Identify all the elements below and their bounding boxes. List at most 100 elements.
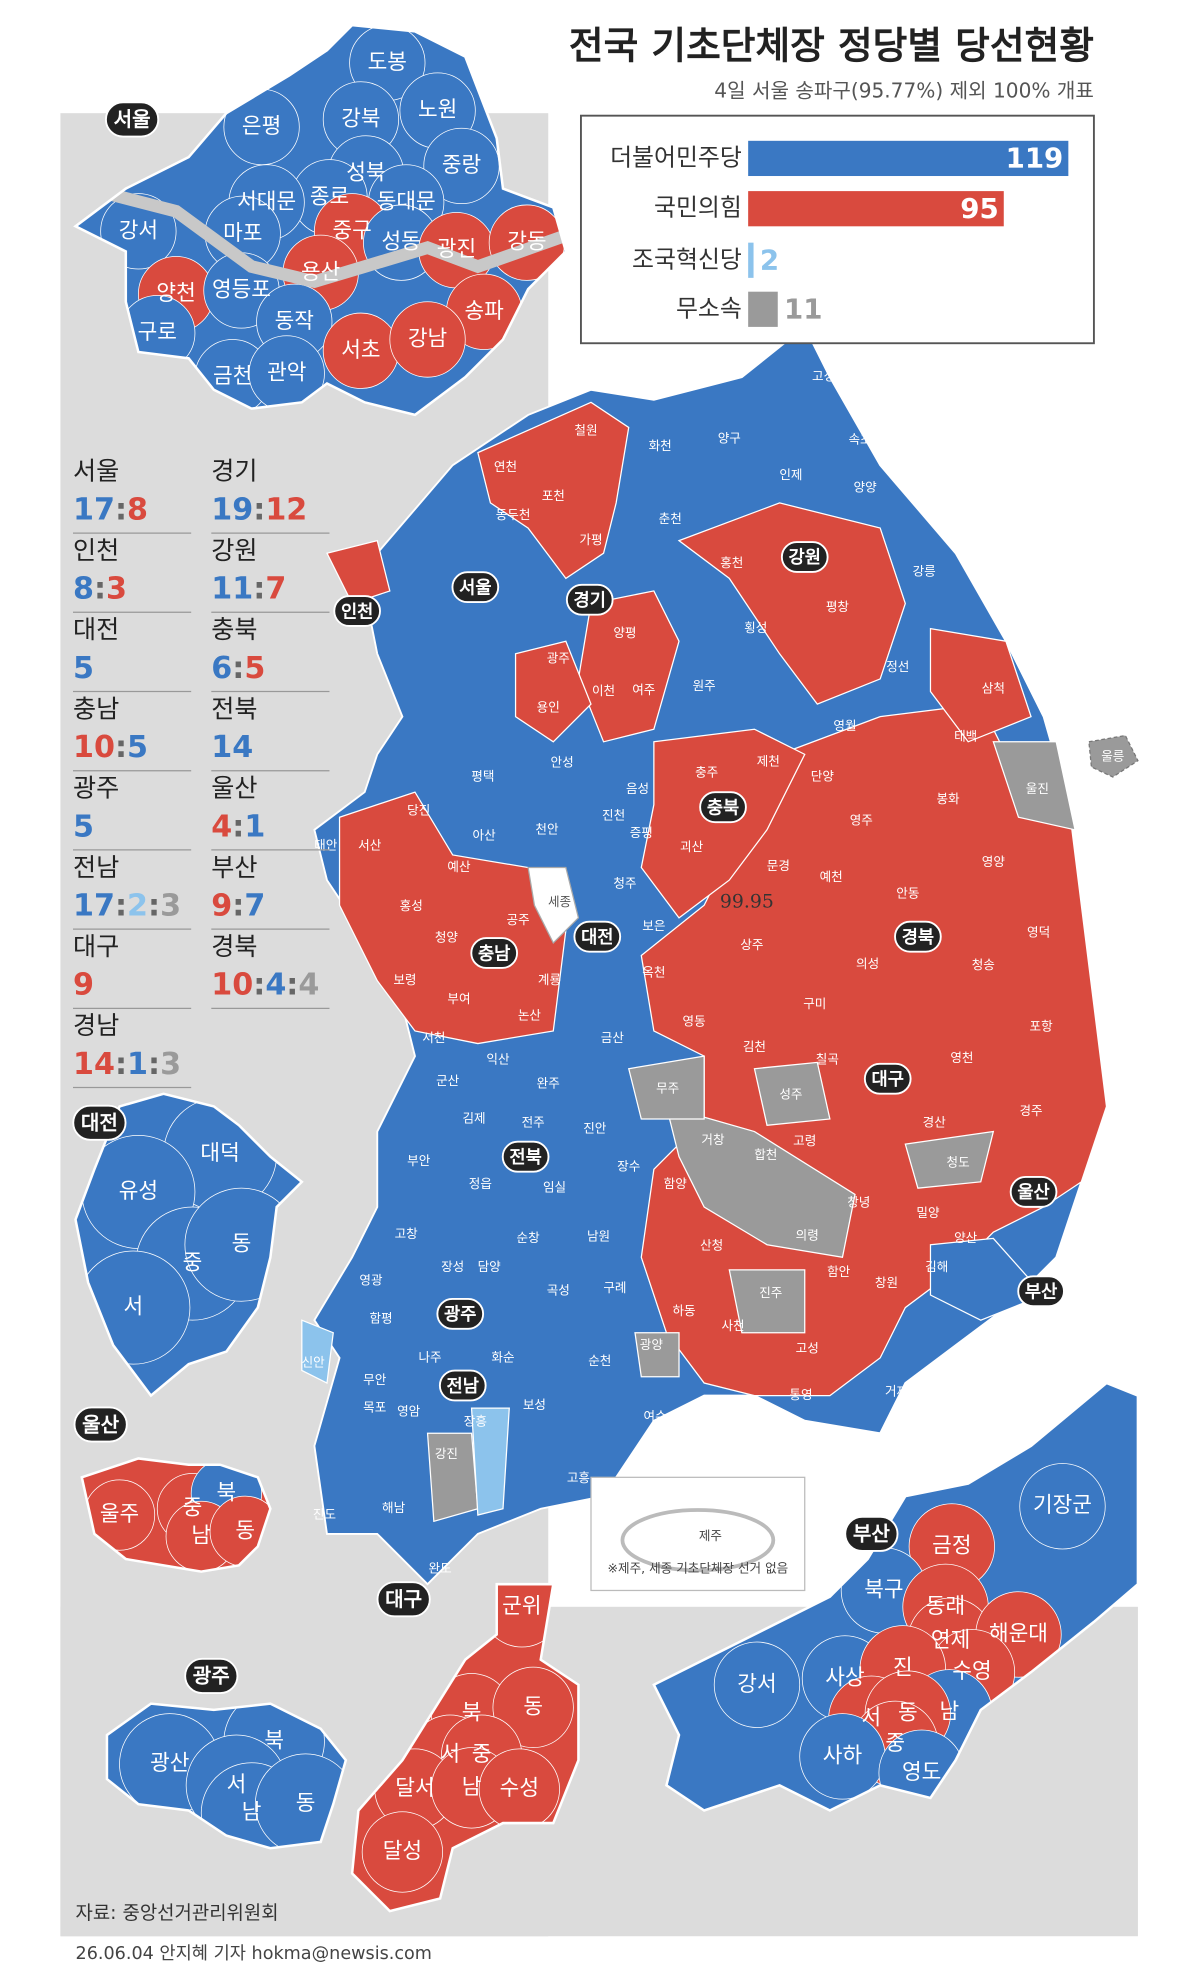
- district-label: 고창: [395, 1226, 419, 1241]
- district-label: 보은: [642, 918, 665, 933]
- tally-separator: :: [253, 967, 265, 1002]
- district-label: 원주: [693, 678, 716, 693]
- region-badge-label: 전북: [509, 1148, 541, 1168]
- district-label: 구로: [138, 320, 177, 345]
- district-label: 북: [264, 1728, 284, 1753]
- region-badge-label: 경북: [902, 928, 934, 948]
- district-label: 중랑: [442, 153, 481, 178]
- district-label: 김제: [463, 1110, 486, 1125]
- region-badge: [573, 920, 622, 953]
- district-label: 수성: [500, 1776, 539, 1801]
- region-badge: [863, 1062, 912, 1095]
- district-label: 은평: [242, 114, 281, 139]
- tally-count: 7: [265, 571, 286, 606]
- tally-region: 울산: [211, 774, 257, 803]
- region-badge: [780, 541, 829, 573]
- district-label: 금정: [932, 1533, 971, 1558]
- tally-count: 8: [127, 492, 148, 527]
- area: [514, 640, 592, 743]
- district-label: 상주: [740, 937, 763, 952]
- region-badge: [501, 1140, 550, 1173]
- district-label: 관악: [267, 360, 306, 385]
- district-label: 무안: [363, 1372, 387, 1387]
- tally-count: 6: [211, 650, 232, 685]
- tally-count: 9: [211, 888, 232, 923]
- district-label: 완주: [537, 1075, 560, 1090]
- district-label: 강동: [507, 230, 546, 255]
- inset-districts: [361, 1584, 574, 1893]
- district-label: 마포: [223, 221, 262, 246]
- tally-count: 2: [127, 888, 148, 923]
- tally-count: 3: [160, 888, 181, 923]
- bar: [748, 140, 1069, 177]
- area: [728, 1269, 806, 1334]
- district-area: [492, 1666, 574, 1749]
- tally-count: 5: [73, 809, 94, 844]
- district-label: 서: [124, 1295, 144, 1320]
- district-label: 양양: [854, 479, 878, 494]
- district-label: 경산: [923, 1114, 947, 1129]
- tally-count: 14: [73, 1046, 115, 1081]
- region-badge-label: 부산: [1025, 1282, 1057, 1302]
- tally-counts: 19:12: [211, 492, 307, 527]
- district-label: 진안: [583, 1121, 607, 1136]
- district-label: 해남: [382, 1500, 406, 1515]
- district-label: 통영: [789, 1387, 812, 1402]
- district-label: 칠곡: [816, 1051, 839, 1066]
- inset-outline: [74, 1092, 304, 1398]
- district-label: 괴산: [680, 839, 704, 854]
- bar-label: 더불어민주당: [610, 143, 742, 171]
- area: [301, 1319, 334, 1384]
- bar-label: 국민의힘: [654, 194, 742, 222]
- district-label: 완도: [429, 1561, 452, 1576]
- district-label: 속초: [848, 432, 871, 447]
- tally-count: 11: [211, 571, 253, 606]
- district-label: 영광: [359, 1273, 383, 1288]
- district-label: 창녕: [847, 1195, 870, 1210]
- district-label: 함양: [664, 1176, 688, 1191]
- district-label: 남: [191, 1523, 211, 1548]
- district-label: 정선: [886, 659, 909, 674]
- tally-region: 전남: [73, 853, 119, 882]
- source: 자료: 중앙선거관리위원회: [76, 1902, 279, 1924]
- district-label: 산청: [700, 1237, 723, 1252]
- district-label: 계룡: [538, 972, 561, 987]
- district-label: 화천: [649, 438, 672, 453]
- district-label: 사천: [722, 1318, 745, 1333]
- jeju-label: 제주: [699, 1528, 722, 1543]
- district-label: 영주: [850, 813, 873, 828]
- district-label: 임실: [543, 1180, 566, 1195]
- district-label: 중: [183, 1496, 203, 1521]
- district-label: 광주: [547, 650, 570, 665]
- district-label: 삼척: [982, 680, 1005, 695]
- region-badge-label: 울산: [82, 1412, 120, 1436]
- district-label: 부여: [447, 991, 470, 1006]
- region-badge-label: 광주: [193, 1664, 230, 1688]
- area: [338, 791, 567, 1045]
- district-label: 나주: [419, 1349, 442, 1364]
- district-label: 달성: [383, 1839, 422, 1864]
- annotation: 99.95: [720, 892, 774, 913]
- district-label: 용산: [301, 260, 340, 285]
- region-badge: [844, 1515, 899, 1552]
- inset-map: 울주 중북남 동 울산: [73, 1406, 272, 1573]
- district-label: 제천: [757, 753, 780, 768]
- tally-count: 5: [73, 650, 94, 685]
- district-label: 당진: [407, 802, 430, 817]
- area: [992, 741, 1076, 831]
- district-label: 금천: [213, 364, 252, 389]
- district-label: 금산: [601, 1030, 625, 1045]
- bar: [748, 291, 778, 327]
- region-badge: [699, 791, 747, 824]
- region-badge-label: 경기: [574, 591, 606, 611]
- district-label: 하동: [672, 1303, 695, 1318]
- district-label: 서초: [341, 338, 380, 363]
- inset-outline: [73, 23, 568, 417]
- district-label: 익산: [486, 1051, 510, 1066]
- bar-label: 무소속: [676, 294, 742, 322]
- tally-separator: :: [253, 571, 265, 606]
- tally-count: 3: [106, 571, 127, 606]
- district-label: 장수: [617, 1158, 640, 1173]
- district-label: 강진: [435, 1446, 458, 1461]
